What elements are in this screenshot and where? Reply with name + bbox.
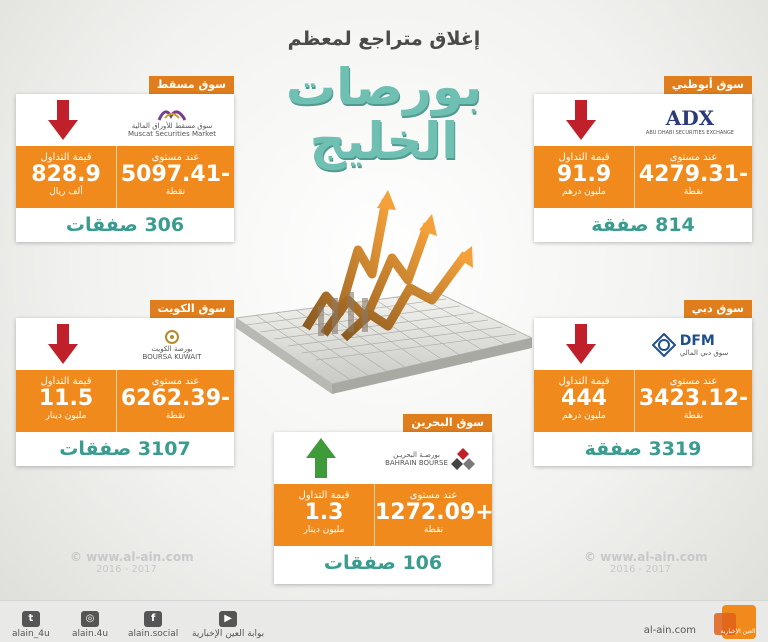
footer-bar: t alain_4u ◎ alain.4u f alain.social ▶ ب… xyxy=(0,600,768,642)
youtube-link[interactable]: ▶ بوابة العين الإخبارية xyxy=(192,611,264,639)
market-name: سوق دبي xyxy=(683,300,752,318)
watermark-years: 2016 - 2017 xyxy=(610,564,671,575)
twitter-handle: alain_4u xyxy=(12,629,50,639)
market-name: سوق أبوظبي xyxy=(663,76,752,94)
watermark-url: www.al-ain.com xyxy=(600,550,708,564)
trade-unit: ألف ريال xyxy=(49,187,83,197)
msm-emblem-icon xyxy=(157,110,187,121)
down-arrow-icon xyxy=(48,324,78,364)
level-unit: نقطة xyxy=(165,411,186,421)
copyright-icon: © xyxy=(70,550,82,564)
deals-count: 106 صفقات xyxy=(323,552,443,574)
instagram-handle: alain.4u xyxy=(72,629,109,639)
logo-subtext: ABU DHABI SECURITIES EXCHANGE xyxy=(645,130,735,136)
logo-text-en: BAHRAIN BOURSE xyxy=(385,459,448,467)
deals-count: 814 صفقة xyxy=(591,214,695,236)
site-url[interactable]: al-ain.com xyxy=(643,625,696,636)
value-label: قيمة التداول xyxy=(558,376,610,387)
level-value: 5097.41- xyxy=(120,162,231,187)
trade-unit: مليون دينار xyxy=(303,525,345,535)
chart-illustration xyxy=(236,190,532,394)
logo-text-ar: سوق مسقط للأوراق المالية xyxy=(131,122,213,130)
logo-text-ar: سوق دبي المالي xyxy=(679,349,729,357)
logo-text-ar: بورصـة البحريـن xyxy=(393,451,440,459)
youtube-icon: ▶ xyxy=(219,611,238,627)
value-label: قيمة التداول xyxy=(40,152,92,163)
level-value: 1272.09+ xyxy=(375,500,494,525)
facebook-icon: f xyxy=(144,611,163,627)
level-value: 6262.39- xyxy=(120,386,231,411)
level-label: عند مستوى xyxy=(151,376,200,387)
title-line-1: بورصات xyxy=(285,58,483,116)
watermark-url: www.al-ain.com xyxy=(86,550,194,564)
copyright-icon: © xyxy=(584,550,596,564)
facebook-handle: alain.social xyxy=(128,629,179,639)
subtitle: إغلاق متراجع لمعظم xyxy=(287,28,481,50)
twitter-link[interactable]: t alain_4u xyxy=(12,611,50,639)
level-label: عند مستوى xyxy=(669,376,718,387)
level-unit: نقطة xyxy=(683,187,704,197)
value-label: قيمة التداول xyxy=(298,490,350,501)
trade-value: 1.3 xyxy=(304,500,344,525)
value-label: قيمة التداول xyxy=(558,152,610,163)
level-unit: نقطة xyxy=(683,411,704,421)
watermark-years: 2016 - 2017 xyxy=(96,564,157,575)
dfm-logo: DFM سوق دبي المالي xyxy=(642,324,738,366)
level-label: عند مستوى xyxy=(409,490,458,501)
deals-count: 3319 صفقة xyxy=(584,438,702,460)
trade-value: 828.9 xyxy=(31,162,101,187)
youtube-channel: بوابة العين الإخبارية xyxy=(192,629,265,639)
watermark-right: © www.al-ain.com 2016 - 2017 xyxy=(584,550,708,575)
value-label: قيمة التداول xyxy=(40,376,92,387)
logo-text-en: ADX xyxy=(665,106,715,130)
logo-text-ar: بورصة الكويت xyxy=(151,345,193,353)
logo-text-en: DFM xyxy=(679,333,715,349)
muscat-logo: سوق مسقط للأوراق المالية Muscat Securiti… xyxy=(124,100,220,142)
boursa-emblem-icon xyxy=(165,330,179,344)
market-name: سوق مسقط xyxy=(148,76,234,94)
down-arrow-icon xyxy=(48,100,78,140)
level-value: 3423.12- xyxy=(638,386,749,411)
deals-count: 306 صفقات xyxy=(65,214,185,236)
instagram-link[interactable]: ◎ alain.4u xyxy=(72,611,108,639)
market-name: سوق البحرين xyxy=(403,414,492,432)
alain-logo: العين الإخبارية xyxy=(714,605,756,639)
facebook-link[interactable]: f alain.social xyxy=(128,611,178,639)
trade-value: 91.9 xyxy=(556,162,612,187)
trade-value: 444 xyxy=(561,386,607,411)
kuwait-logo: بورصة الكويت BOURSA KUWAIT xyxy=(124,324,220,366)
down-arrow-icon xyxy=(566,324,596,364)
up-arrow-icon xyxy=(306,438,336,478)
trade-unit: مليون درهم xyxy=(562,411,606,421)
deals-count: 3107 صفقات xyxy=(59,438,191,460)
adx-logo: ADX ABU DHABI SECURITIES EXCHANGE xyxy=(642,100,738,142)
dfm-emblem-icon xyxy=(651,333,676,357)
brand-text: العين الإخبارية xyxy=(721,628,756,635)
trade-unit: مليون درهم xyxy=(562,187,606,197)
level-label: عند مستوى xyxy=(151,152,200,163)
level-label: عند مستوى xyxy=(669,152,718,163)
trade-value: 11.5 xyxy=(38,386,94,411)
market-name: سوق الكويت xyxy=(149,300,234,318)
level-unit: نقطة xyxy=(423,525,444,535)
down-arrow-icon xyxy=(566,100,596,140)
watermark-left: © www.al-ain.com 2016 - 2017 xyxy=(70,550,194,575)
twitter-icon: t xyxy=(21,611,40,627)
bahrain-emblem-icon xyxy=(450,448,475,470)
bahrain-logo: بورصـة البحريـن BAHRAIN BOURSE xyxy=(382,438,478,480)
trade-unit: مليون دينار xyxy=(45,411,87,421)
level-unit: نقطة xyxy=(165,187,186,197)
level-value: 4279.31- xyxy=(638,162,749,187)
logo-text-en: Muscat Securities Market xyxy=(127,130,217,138)
title-line-2: الخليج xyxy=(309,112,459,170)
logo-text-en: BOURSA KUWAIT xyxy=(142,353,202,361)
instagram-icon: ◎ xyxy=(81,611,100,627)
